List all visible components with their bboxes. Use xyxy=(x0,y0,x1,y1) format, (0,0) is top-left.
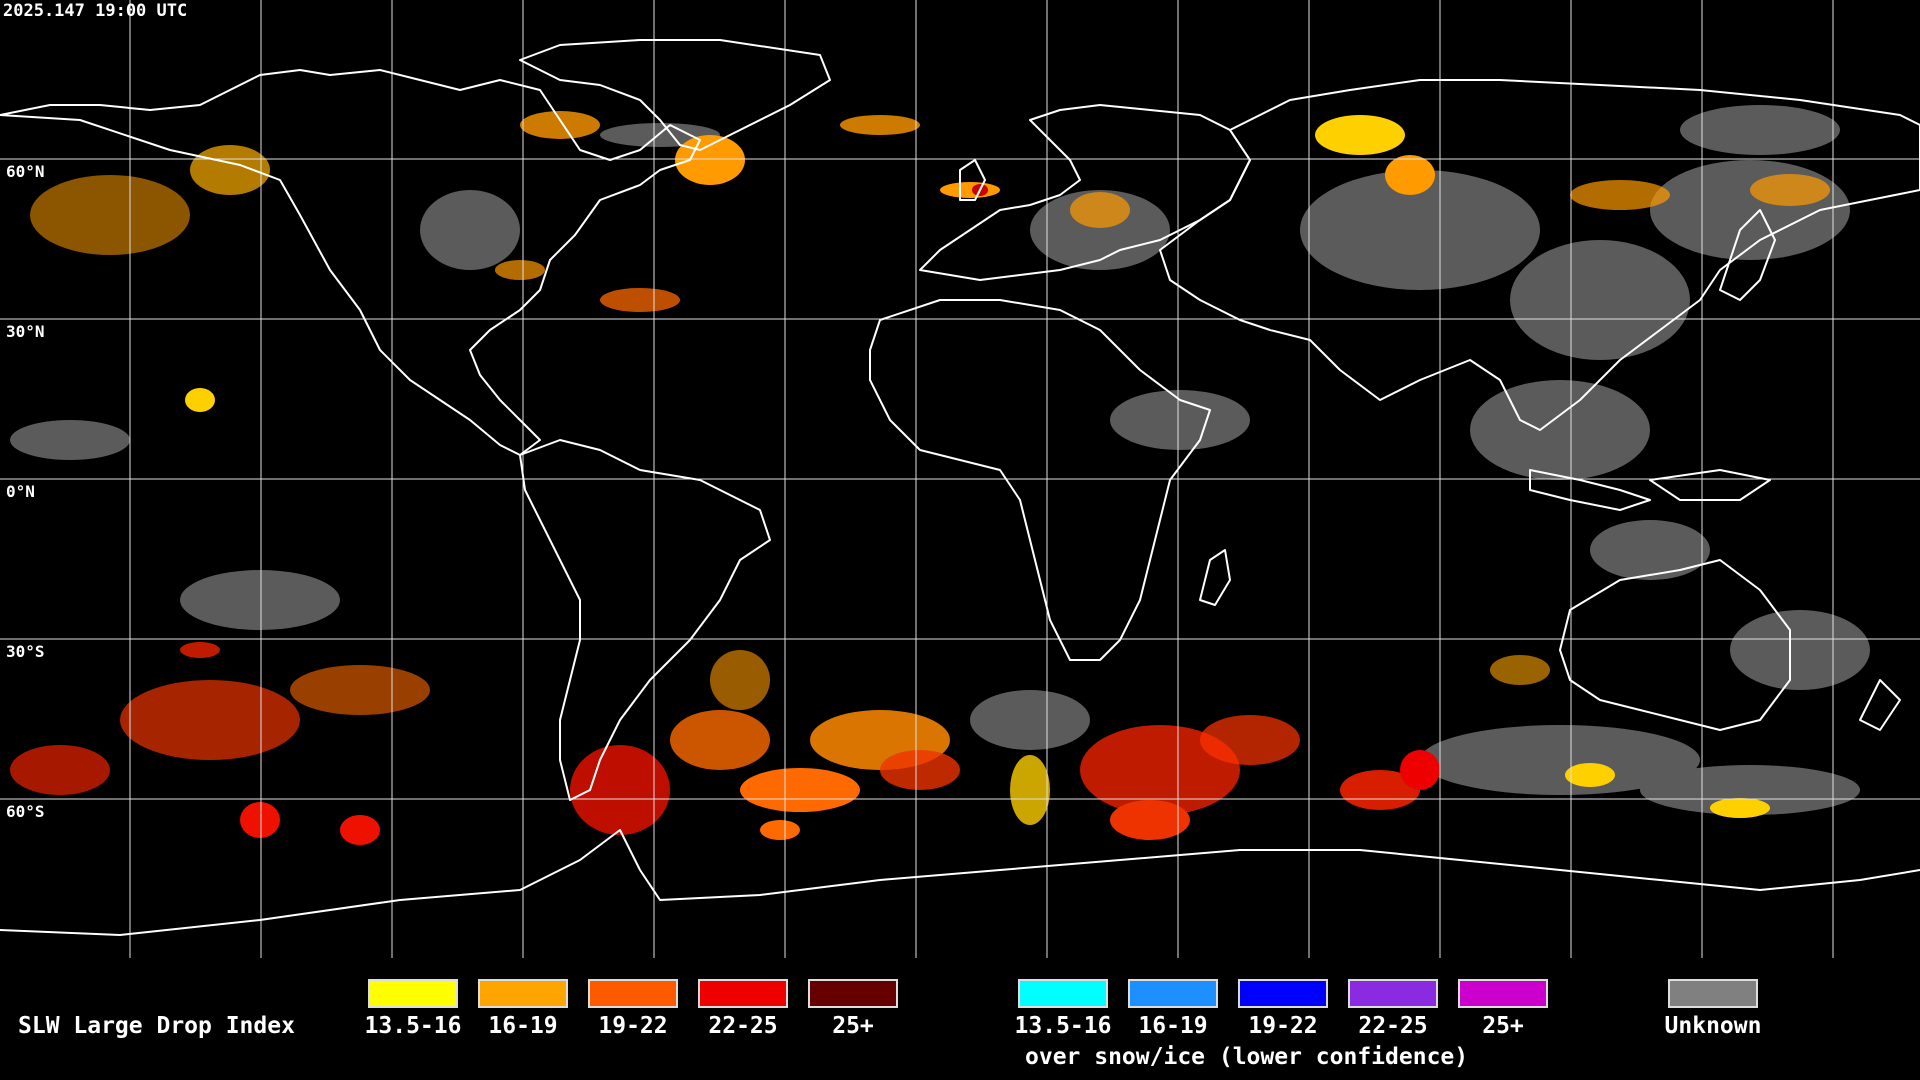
swatch-label-normal-1: 13.5-16 xyxy=(364,1013,462,1039)
unknown-patches xyxy=(10,105,1870,815)
slw-data-patches xyxy=(10,105,1870,845)
swatch-unknown xyxy=(1668,979,1758,1008)
legend-bar xyxy=(0,960,1920,1080)
world-map-svg xyxy=(0,0,1920,958)
swatch-label-normal-5: 25+ xyxy=(832,1013,874,1039)
swatch-normal-4 xyxy=(698,979,788,1008)
swatch-normal-5 xyxy=(808,979,898,1008)
swatch-snow-5 xyxy=(1458,979,1548,1008)
snow-ice-note: over snow/ice (lower confidence) xyxy=(1025,1044,1469,1070)
lat-label-30s: 30°S xyxy=(6,642,45,661)
swatch-snow-3 xyxy=(1238,979,1328,1008)
lat-label-60s: 60°S xyxy=(6,802,45,821)
swatch-snow-1 xyxy=(1018,979,1108,1008)
swatch-normal-3 xyxy=(588,979,678,1008)
swatch-label-snow-3: 19-22 xyxy=(1248,1013,1318,1039)
large-drop-patches-north xyxy=(30,111,1830,412)
legend-title: SLW Large Drop Index xyxy=(18,1013,295,1039)
swatch-label-snow-2: 16-19 xyxy=(1138,1013,1208,1039)
coastlines xyxy=(0,39,1920,936)
swatch-snow-4 xyxy=(1348,979,1438,1008)
swatch-label-snow-4: 22-25 xyxy=(1358,1013,1428,1039)
swatch-label-normal-2: 16-19 xyxy=(488,1013,558,1039)
swatch-normal-2 xyxy=(478,979,568,1008)
swatch-label-normal-3: 19-22 xyxy=(598,1013,668,1039)
swatch-label-unknown: Unknown xyxy=(1664,1013,1762,1039)
swatch-label-normal-4: 22-25 xyxy=(708,1013,778,1039)
timestamp-label: 2025.147 19:00 UTC xyxy=(3,1,188,21)
lat-label-60n: 60°N xyxy=(6,162,45,181)
swatch-label-snow-1: 13.5-16 xyxy=(1014,1013,1112,1039)
lat-label-0n: 0°N xyxy=(6,482,35,501)
graticule xyxy=(0,0,1920,958)
large-drop-patches-south xyxy=(10,642,1770,845)
lat-label-30n: 30°N xyxy=(6,322,45,341)
satellite-map: 2025.147 19:00 UTC 60°N 30°N 0°N 30°S 60… xyxy=(0,0,1920,958)
swatch-label-snow-5: 25+ xyxy=(1482,1013,1524,1039)
swatch-snow-2 xyxy=(1128,979,1218,1008)
swatch-normal-1 xyxy=(368,979,458,1008)
